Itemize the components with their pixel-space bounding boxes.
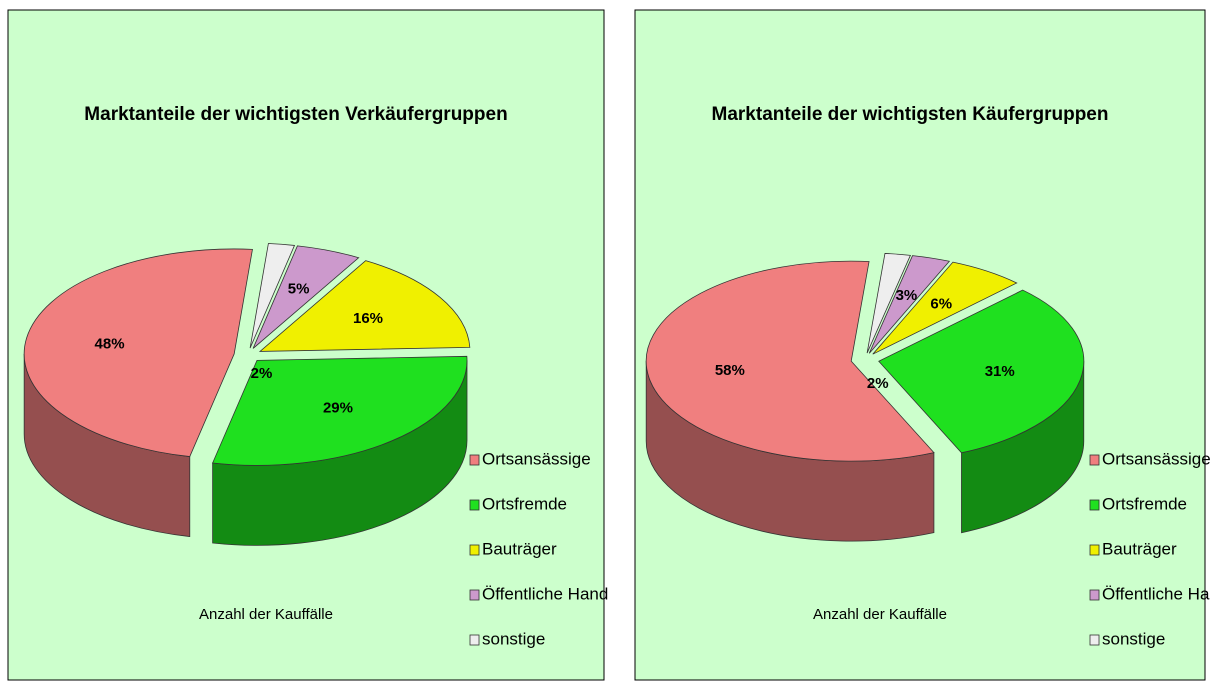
legend-label: Öffentliche Hand — [482, 584, 608, 603]
legend-label: Ortsfremde — [482, 494, 567, 513]
data-label: 48% — [95, 336, 125, 353]
slice — [252, 245, 360, 349]
slice — [23, 248, 253, 458]
legend-swatch — [1089, 454, 1100, 466]
chart-title: Marktanteile der wichtigsten Verkäufergr… — [84, 104, 507, 125]
slice — [868, 255, 951, 354]
legend-swatch — [1089, 544, 1100, 556]
slice — [645, 260, 935, 462]
slice — [212, 355, 468, 466]
slice — [878, 289, 1085, 454]
legend-swatch — [1089, 634, 1100, 646]
data-label: 5% — [288, 281, 310, 298]
data-label: 2% — [867, 375, 889, 392]
data-label: 29% — [323, 400, 353, 417]
data-label: 31% — [985, 363, 1015, 380]
chart-subtitle: Anzahl der Kauffälle — [813, 606, 947, 623]
data-label: 6% — [930, 295, 952, 312]
legend-label: Bauträger — [1102, 539, 1177, 558]
slice — [866, 253, 912, 354]
legend-swatch — [469, 454, 480, 466]
data-label: 2% — [251, 365, 273, 382]
slice — [249, 243, 296, 349]
legend-swatch — [469, 589, 480, 601]
legend-label: Bauträger — [482, 539, 557, 558]
data-label: 16% — [353, 310, 383, 327]
legend-swatch — [1089, 499, 1100, 511]
legend-swatch — [469, 634, 480, 646]
legend-swatch — [469, 544, 480, 556]
slice — [872, 261, 1018, 355]
legend-label: sonstige — [1102, 629, 1165, 648]
legend-label: Ortsansässige — [482, 449, 591, 468]
chart-title: Marktanteile der wichtigsten Käufergrupp… — [712, 104, 1109, 125]
legend-swatch — [1089, 589, 1100, 601]
legend-swatch — [469, 499, 480, 511]
data-label: 58% — [715, 362, 745, 379]
legend-label: Öffentliche Hand — [1102, 584, 1210, 603]
slice — [258, 260, 471, 352]
chart-subtitle: Anzahl der Kauffälle — [199, 606, 333, 623]
legend-label: Ortsfremde — [1102, 494, 1187, 513]
data-label: 3% — [896, 287, 918, 304]
legend-label: sonstige — [482, 629, 545, 648]
legend-label: Ortsansässige — [1102, 449, 1210, 468]
